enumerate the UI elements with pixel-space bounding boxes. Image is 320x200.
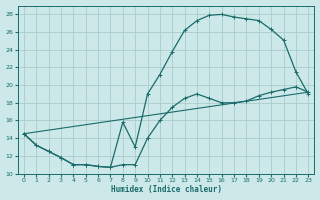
X-axis label: Humidex (Indice chaleur): Humidex (Indice chaleur): [111, 185, 221, 194]
